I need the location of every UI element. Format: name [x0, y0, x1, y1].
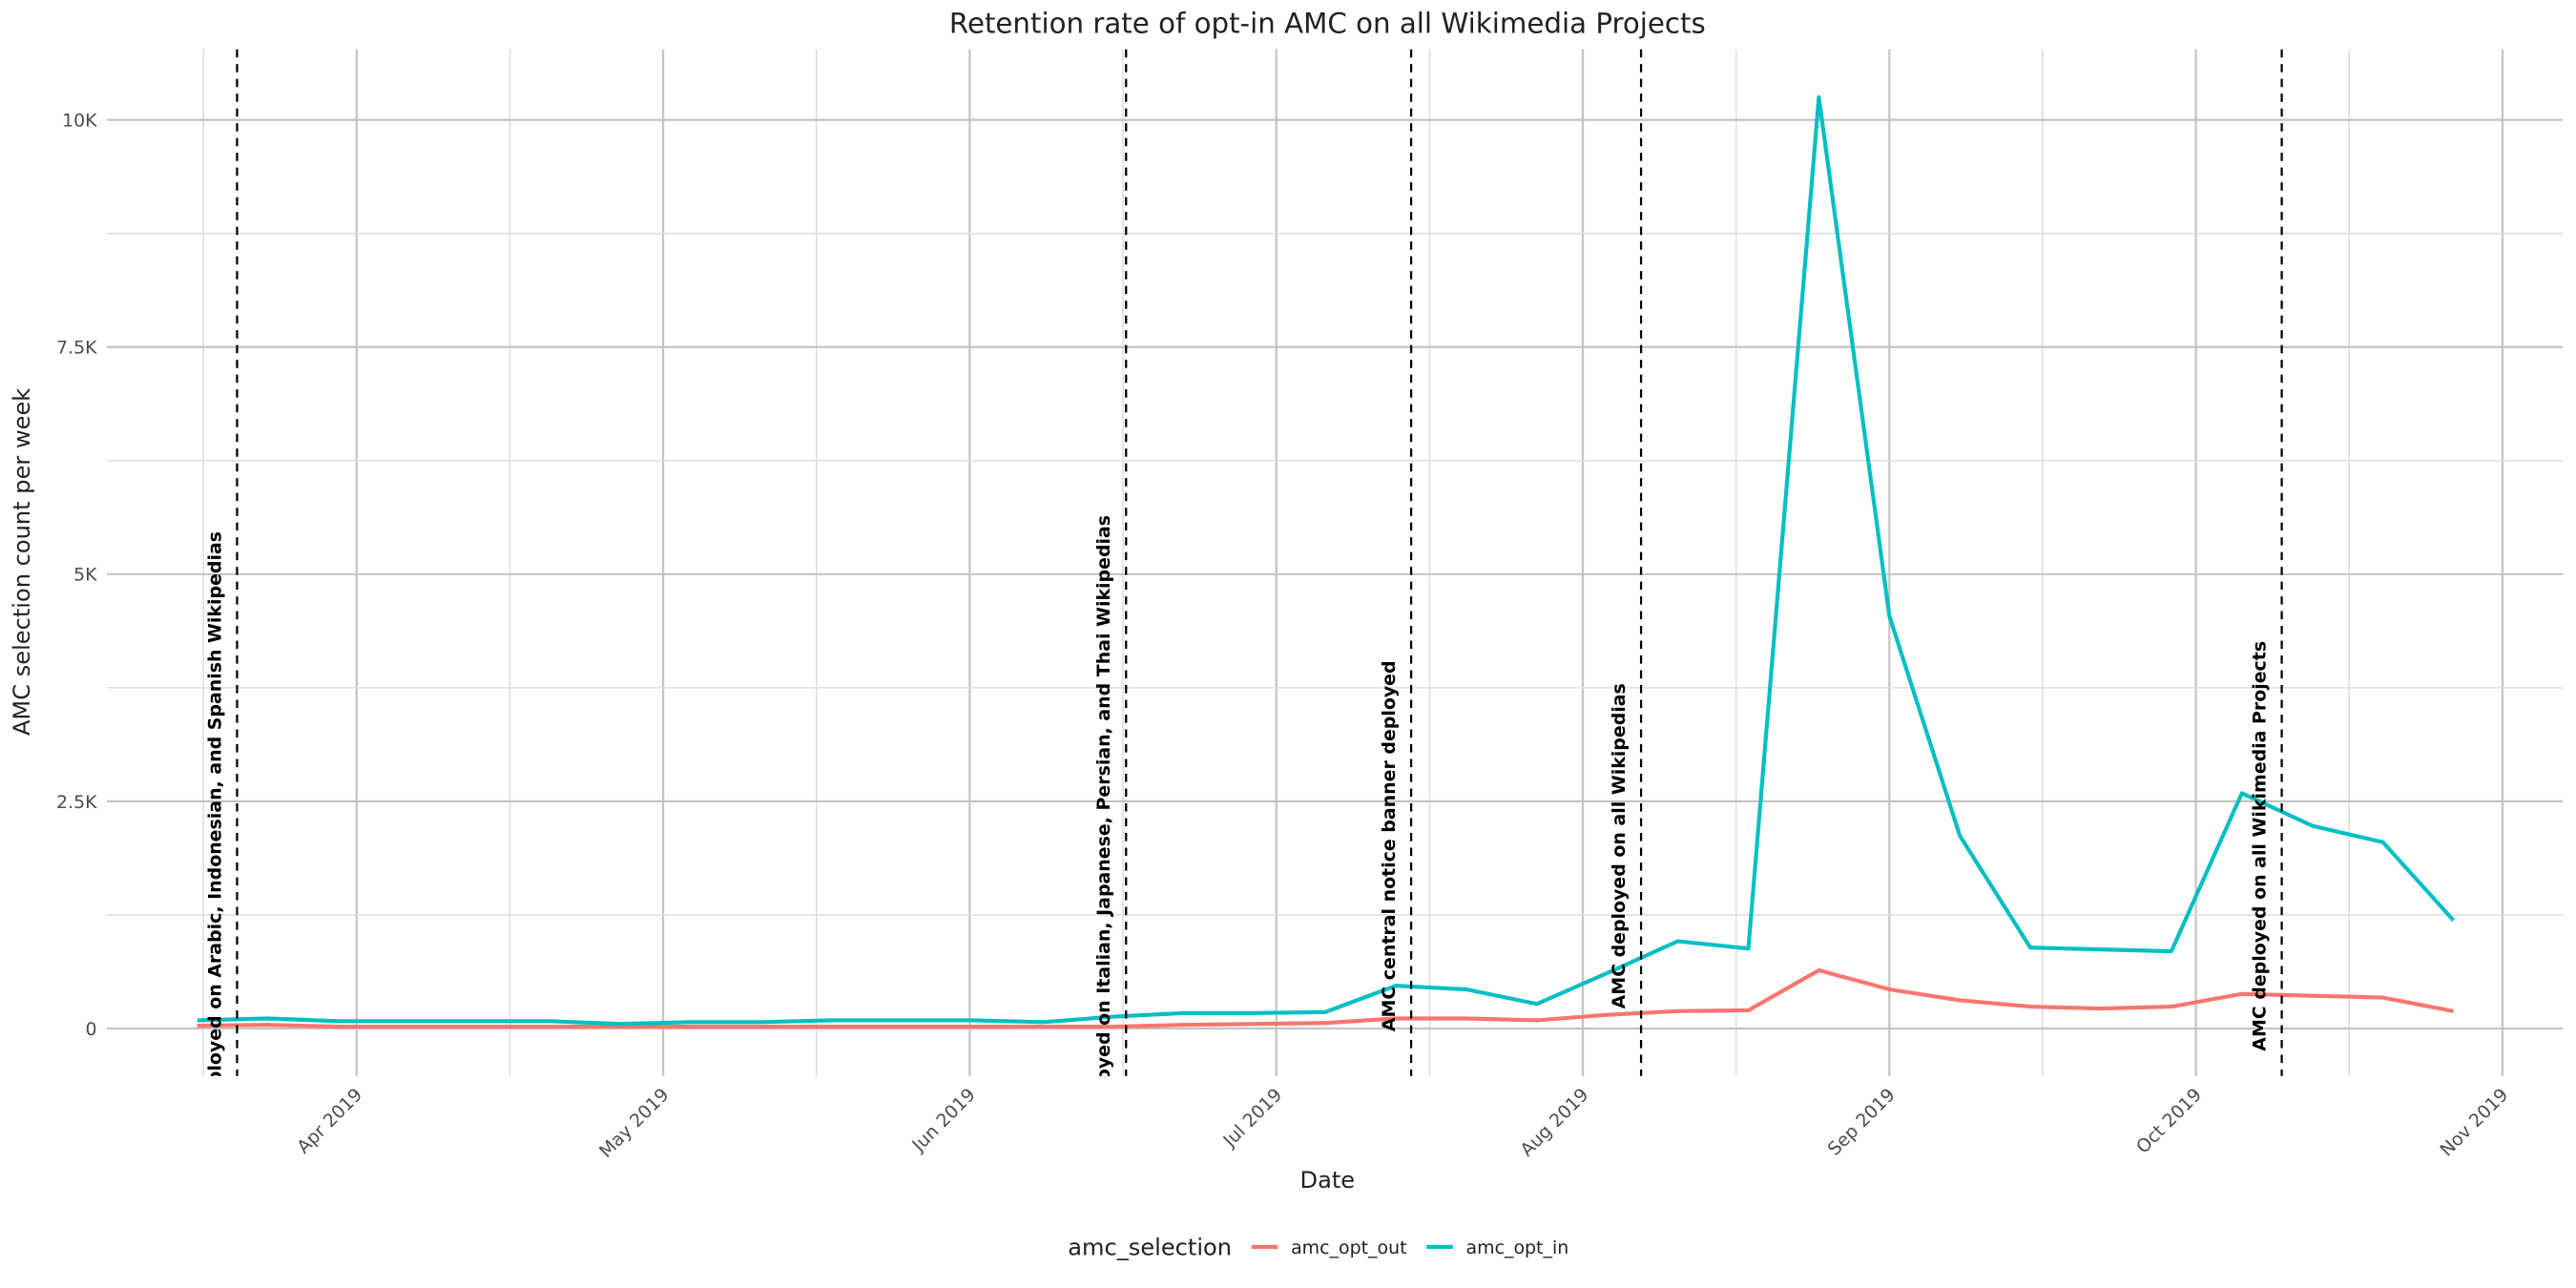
x-tick-label: Jul 2019	[1218, 1085, 1286, 1153]
x-tick-label: Sep 2019	[1824, 1085, 1900, 1160]
y-tick-label: 0	[86, 1019, 97, 1040]
annotation-label: AMC deployed on Arabic, Indonesian, and …	[204, 531, 225, 1161]
x-tick-label: Jun 2019	[907, 1085, 980, 1157]
y-tick-label: 5K	[73, 565, 97, 586]
annotation-label: AMC deployed on all Wikipedias	[1609, 683, 1630, 1008]
x-tick-label: Nov 2019	[2436, 1085, 2512, 1161]
legend-label: amc_opt_out	[1291, 1237, 1406, 1258]
annotation-label: AMC deployed on Italian, Japanese, Persi…	[1093, 515, 1114, 1177]
y-tick-label: 7.5K	[56, 338, 97, 359]
y-tick-label: 10K	[62, 111, 97, 132]
grid	[106, 49, 2564, 1076]
x-tick-label: Apr 2019	[293, 1085, 366, 1158]
x-axis-title: Date	[1300, 1167, 1356, 1194]
legend-label: amc_opt_in	[1466, 1237, 1569, 1258]
x-tick-label: Aug 2019	[1516, 1085, 1592, 1161]
annotation-label: AMC deployed on all Wikimedia Projects	[2249, 641, 2270, 1051]
x-tick-label: May 2019	[595, 1085, 674, 1163]
legend-title: amc_selection	[1068, 1235, 1232, 1261]
y-axis-title: AMC selection count per week	[9, 388, 35, 736]
x-tick-label: Oct 2019	[2132, 1085, 2206, 1158]
annotation-label: AMC central notice banner deployed	[1379, 660, 1400, 1031]
y-tick-label: 2.5K	[56, 792, 97, 813]
plot-panel: AMC deployed on Arabic, Indonesian, and …	[197, 49, 2456, 1177]
series-line	[197, 967, 2454, 1029]
chart-title: Retention rate of opt-in AMC on all Wiki…	[949, 7, 1706, 39]
series-line	[197, 94, 2456, 1027]
legend: amc_selection amc_opt_out amc_opt_in	[1068, 1235, 1568, 1261]
